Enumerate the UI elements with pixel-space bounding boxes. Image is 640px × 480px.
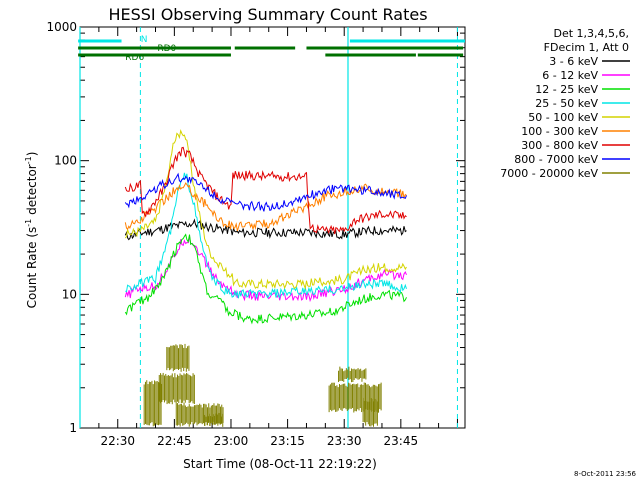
series-line xyxy=(124,146,407,235)
series-line xyxy=(125,172,407,299)
legend-label: 7000 - 20000 keV xyxy=(500,167,598,180)
legend-header: Det 1,3,4,5,6, xyxy=(553,27,629,40)
x-tick-label: 22:30 xyxy=(100,434,135,448)
legend-label: 12 - 25 keV xyxy=(535,83,598,96)
legend-label: 800 - 7000 keV xyxy=(514,153,598,166)
olive-block xyxy=(204,412,224,427)
legend-label: 50 - 100 keV xyxy=(528,111,598,124)
flag-label-n: N xyxy=(141,35,148,45)
x-tick-label: 22:45 xyxy=(157,434,192,448)
x-tick-label: 23:45 xyxy=(384,434,419,448)
olive-block xyxy=(166,343,190,372)
series-line xyxy=(124,233,407,325)
chart-title: HESSI Observing Summary Count Rates xyxy=(108,5,427,24)
flag-label-rd6: RD6 xyxy=(125,53,144,63)
y-tick-label: 10 xyxy=(62,287,77,301)
x-tick-label: 23:00 xyxy=(214,434,249,448)
legend-label: 3 - 6 keV xyxy=(549,55,598,68)
legend-label: 100 - 300 keV xyxy=(521,125,598,138)
x-tick-label: 23:15 xyxy=(270,434,305,448)
legend-label: 6 - 12 keV xyxy=(542,69,598,82)
legend-label: 300 - 800 keV xyxy=(521,139,598,152)
series-line xyxy=(124,128,407,291)
footer-date: 8-Oct-2011 23:56 xyxy=(574,470,637,478)
plot-area: 1 10 100 1000 22:30 22:45 23:00 23:15 23:30 23:45… xyxy=(46,20,466,448)
x-tick-label: 23:30 xyxy=(327,434,362,448)
y-tick-label: 1000 xyxy=(46,20,77,34)
legend: Det 1,3,4,5,6,FDecim 1, Att 03 - 6 keV6 … xyxy=(500,27,630,180)
series-line xyxy=(124,182,407,232)
olive-block xyxy=(158,372,195,405)
legend-header: FDecim 1, Att 0 xyxy=(544,41,629,54)
y-tick-label: 100 xyxy=(54,154,77,168)
olive-block xyxy=(143,380,162,427)
olive-block xyxy=(338,366,367,383)
legend-label: 25 - 50 keV xyxy=(535,97,598,110)
series-line xyxy=(124,172,407,212)
olive-block xyxy=(362,397,378,427)
x-axis-label: Start Time (08-Oct-11 22:19:22) xyxy=(183,457,377,471)
y-tick-label: 1 xyxy=(69,421,77,435)
y-axis-label: Count Rate (s-1 detector-1) xyxy=(24,152,39,309)
flag-label-rd0: RD0 xyxy=(157,44,176,54)
